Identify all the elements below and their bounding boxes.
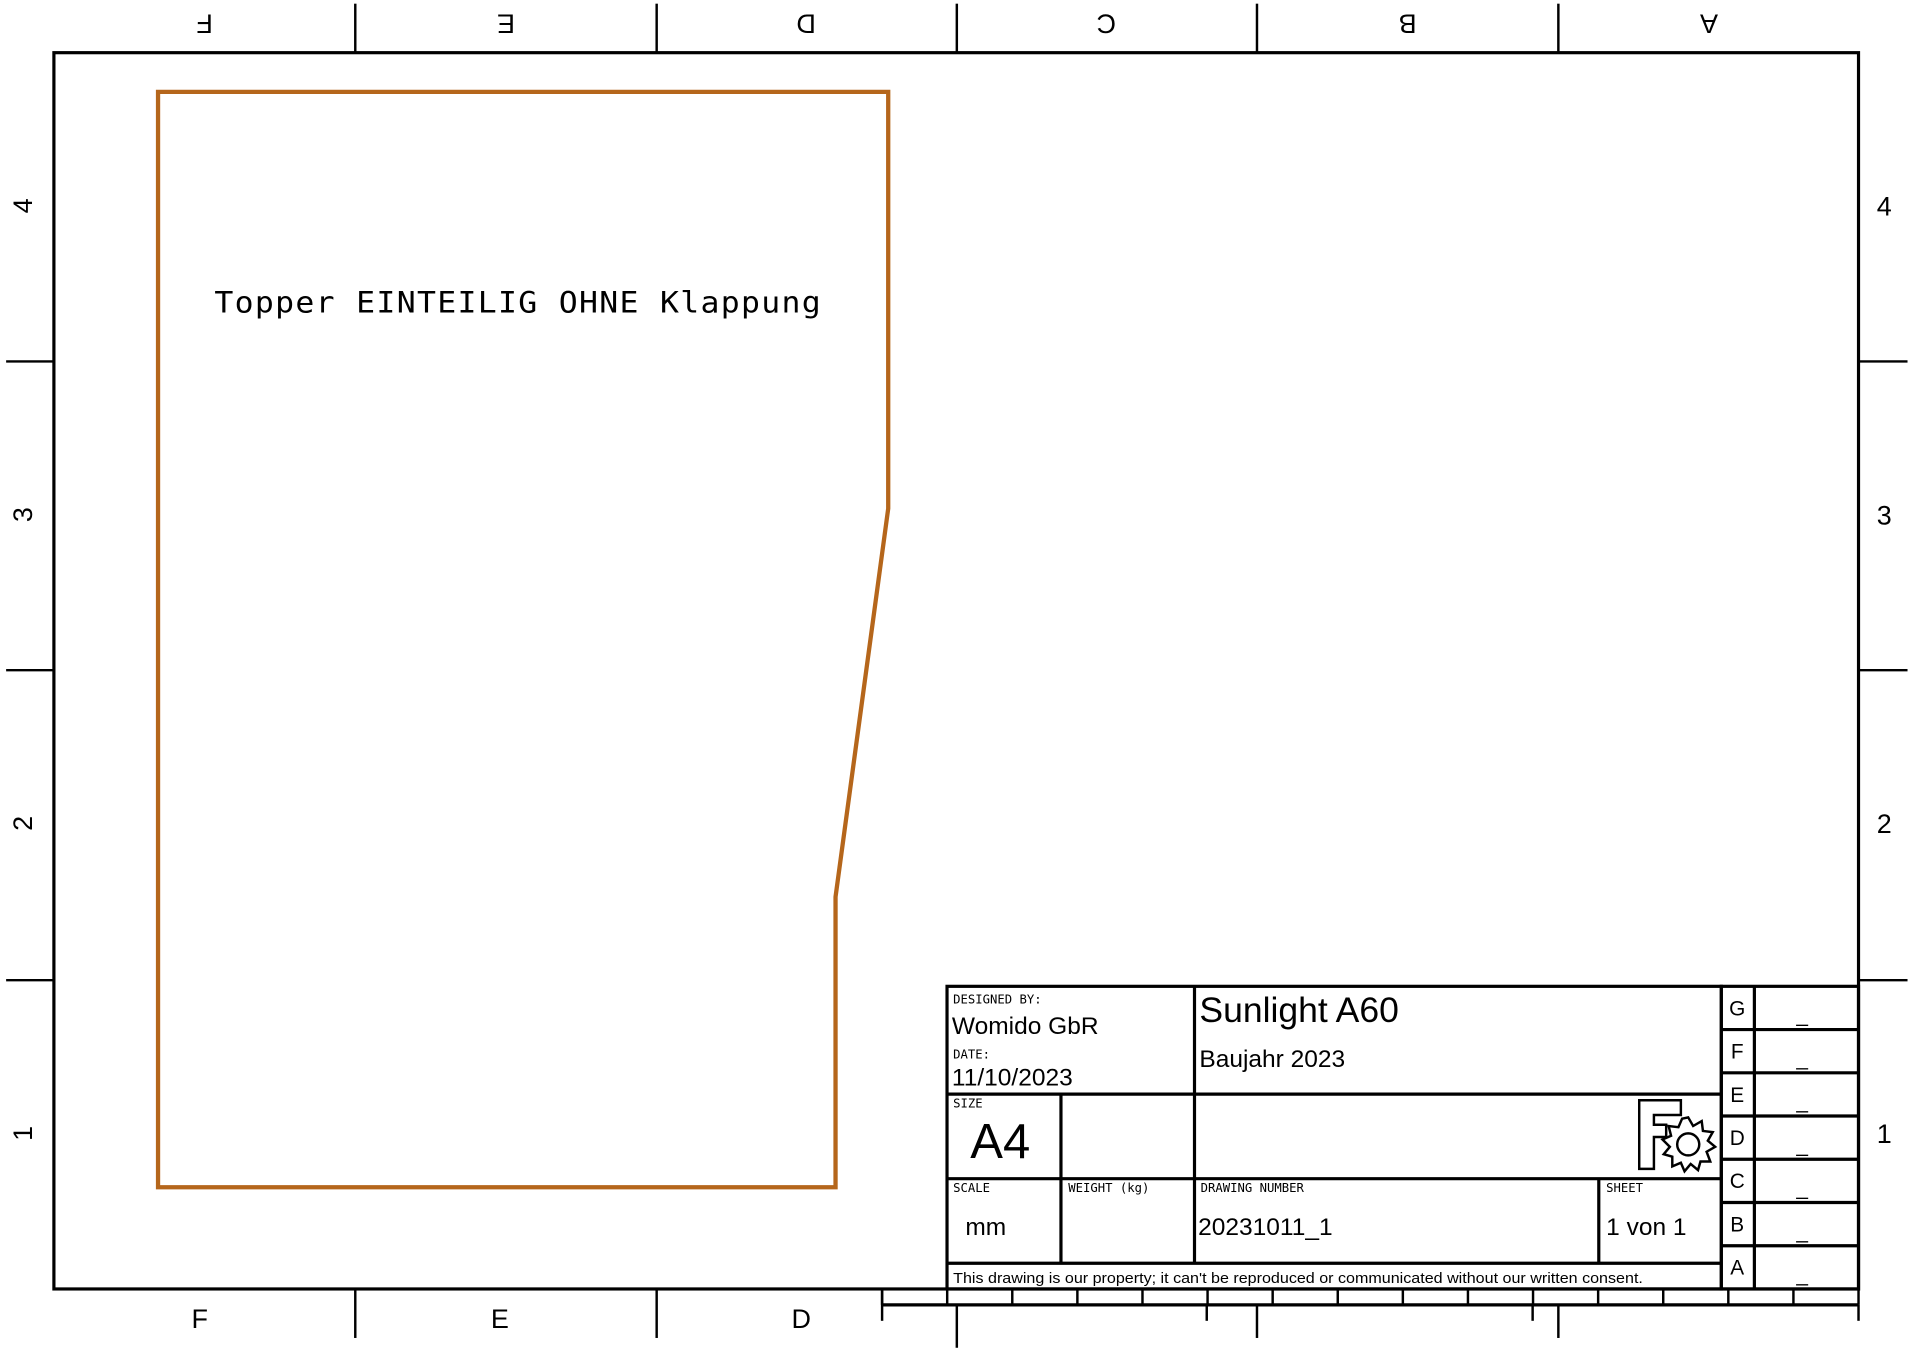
- designed-by: Womido GbR: [952, 1013, 1099, 1040]
- zone-label: B: [1399, 9, 1417, 39]
- topper-outline[interactable]: [155, 89, 891, 1190]
- zone-label: E: [497, 9, 515, 39]
- revision-value: _: [1795, 1091, 1808, 1114]
- revision-letter: D: [1730, 1127, 1745, 1150]
- drawing-number: 20231011_1: [1198, 1214, 1332, 1241]
- scale: mm: [965, 1214, 1006, 1241]
- left-row-labels: 4 3 2 1: [8, 198, 38, 1141]
- revision-value: _: [1795, 1047, 1808, 1070]
- bottom-zone-labels: F E D: [191, 1304, 811, 1334]
- date: 11/10/2023: [952, 1065, 1073, 1092]
- revision-letter: F: [1731, 1041, 1744, 1064]
- date-label: DATE:: [953, 1048, 990, 1062]
- revision-letter: G: [1729, 997, 1745, 1020]
- drawing-subtitle: Baujahr 2023: [1199, 1046, 1345, 1073]
- zone-label: D: [791, 1304, 810, 1334]
- sheet-number: 1 von 1: [1606, 1214, 1686, 1241]
- bottom-zone-ticks: [354, 1288, 1860, 1348]
- revision-value: _: [1795, 1264, 1808, 1287]
- row-label: 4: [8, 198, 38, 213]
- row-label: 3: [1877, 500, 1892, 530]
- zone-label: A: [1700, 9, 1718, 39]
- revision-letter: A: [1730, 1257, 1744, 1280]
- zone-label: E: [491, 1304, 509, 1334]
- drawing-title: Sunlight A60: [1199, 990, 1398, 1030]
- row-label: 2: [8, 816, 38, 831]
- side-row-ticks: [6, 360, 1908, 982]
- size-label: SIZE: [953, 1097, 983, 1111]
- top-zone-labels: F E D C B A: [196, 9, 1718, 39]
- revision-value: _: [1795, 1134, 1808, 1157]
- row-label: 3: [8, 507, 38, 522]
- row-label: 1: [1877, 1119, 1892, 1149]
- title-block: DESIGNED BY: Womido GbR DATE: 11/10/2023…: [945, 984, 1723, 1291]
- sheet-label: SHEET: [1606, 1181, 1643, 1195]
- revision-value: _: [1795, 1220, 1808, 1243]
- revision-value: _: [1795, 1177, 1808, 1200]
- top-zone-ticks: [354, 3, 1560, 53]
- freecad-logo-icon: [1637, 1099, 1718, 1174]
- row-label: 2: [1877, 809, 1892, 839]
- revision-value: _: [1795, 1004, 1808, 1027]
- zone-label: C: [1097, 9, 1116, 39]
- revision-letter: C: [1730, 1170, 1745, 1193]
- disclaimer: This drawing is our property; it can't b…: [953, 1271, 1643, 1287]
- scale-ruler: [880, 1288, 1860, 1307]
- drawing-note: Topper EINTEILIG OHNE Klappung: [214, 285, 822, 319]
- scale-label: SCALE: [953, 1181, 990, 1195]
- row-label: 4: [1877, 192, 1892, 222]
- drawing-number-label: DRAWING NUMBER: [1201, 1181, 1305, 1195]
- revision-letter: E: [1730, 1084, 1744, 1107]
- right-row-labels: 4 3 2 1: [1877, 192, 1892, 1150]
- weight-label: WEIGHT (kg): [1068, 1181, 1149, 1195]
- revision-letter: B: [1730, 1213, 1744, 1236]
- zone-label: F: [191, 1304, 207, 1334]
- zone-label: F: [196, 9, 212, 39]
- row-label: 1: [8, 1126, 38, 1141]
- zone-label: D: [796, 9, 815, 39]
- paper-size: A4: [970, 1115, 1030, 1169]
- revision-table: G _ F _ E _ D _ C _ B _ A _: [1719, 984, 1861, 1291]
- designed-by-label: DESIGNED BY:: [953, 992, 1042, 1006]
